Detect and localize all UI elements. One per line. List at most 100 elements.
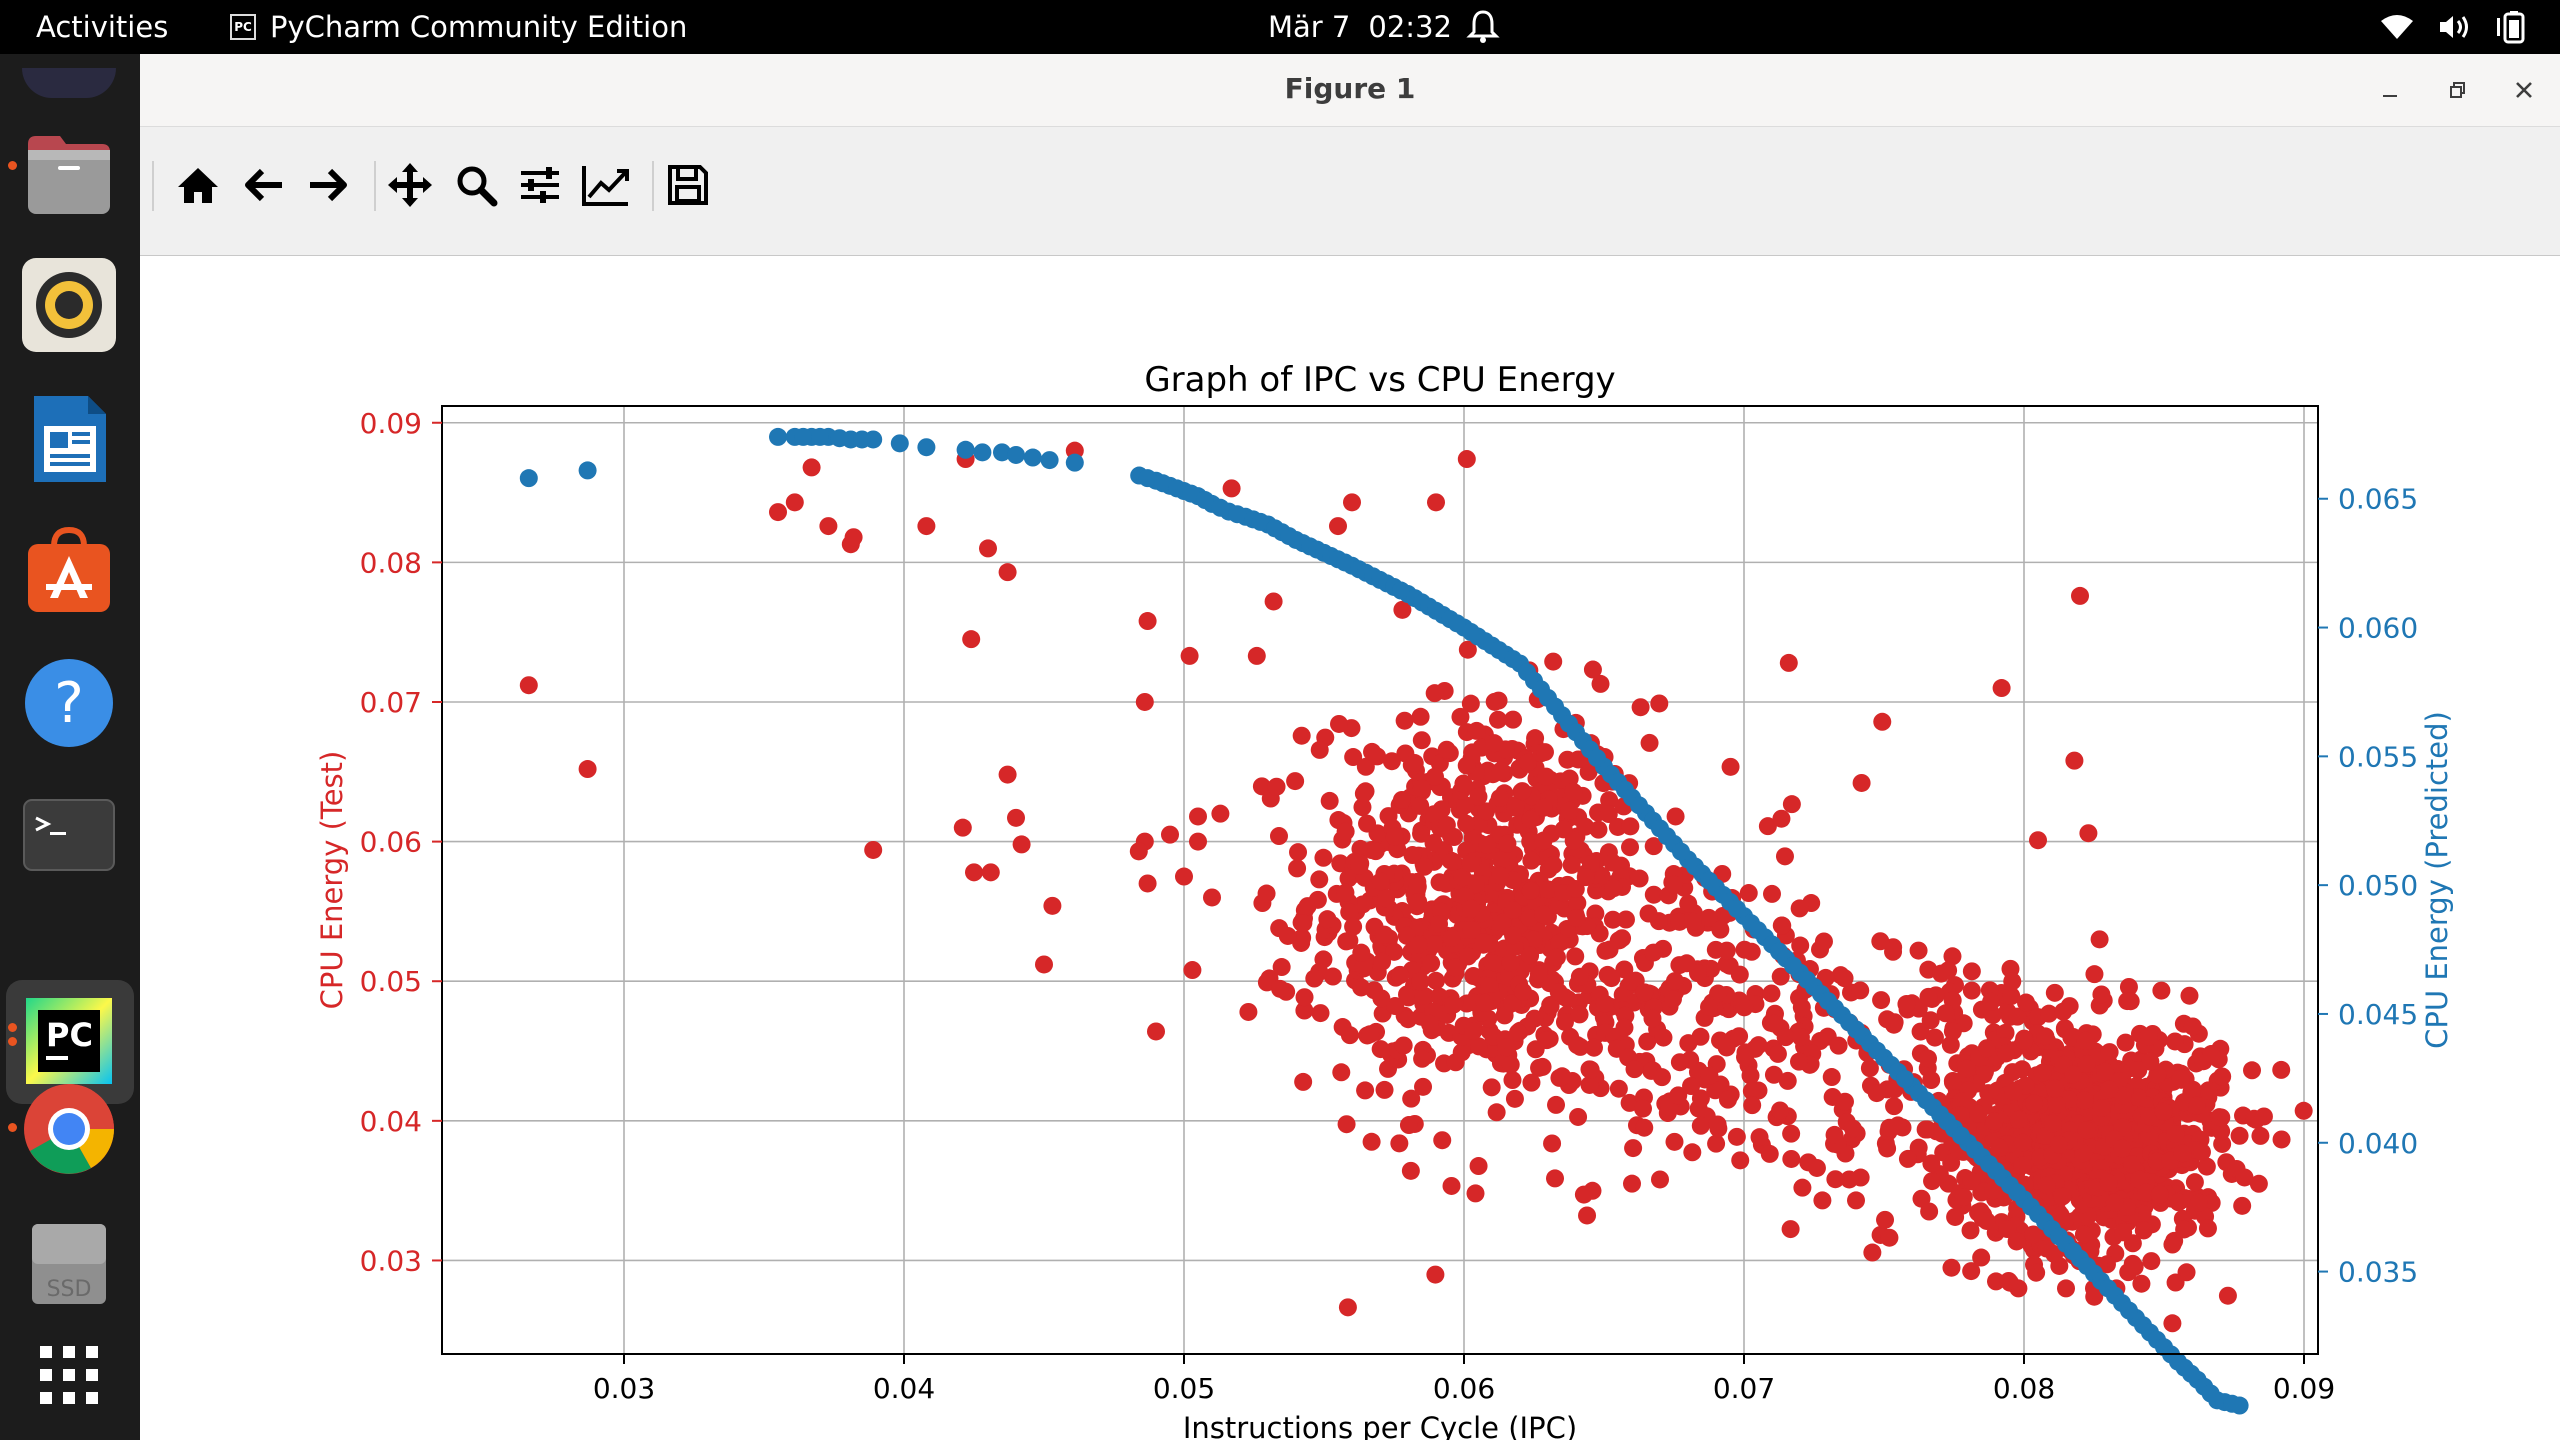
data-point-predicted xyxy=(769,427,787,446)
data-point-test xyxy=(1709,984,1728,1003)
save-button[interactable] xyxy=(660,157,716,213)
data-point-test xyxy=(1537,767,1556,786)
data-point-test xyxy=(1920,1202,1939,1221)
close-button[interactable] xyxy=(2506,72,2542,108)
data-point-test xyxy=(1670,912,1689,931)
data-point-test xyxy=(1555,1012,1574,1031)
data-point-test xyxy=(981,863,1000,882)
y-tick-label: 0.03 xyxy=(360,1244,422,1277)
data-point-test xyxy=(1683,912,1702,931)
data-point-predicted xyxy=(1392,581,1410,600)
data-point-test xyxy=(1569,1107,1588,1126)
data-point-test xyxy=(2079,824,2098,843)
dock-item-disk[interactable]: SSD xyxy=(22,1214,116,1308)
data-point-test xyxy=(1544,652,1563,671)
data-point-predicted xyxy=(1196,491,1214,510)
minimize-button[interactable] xyxy=(2372,72,2408,108)
data-point-test xyxy=(1371,1040,1390,1059)
data-point-test xyxy=(1564,831,1583,850)
data-point-test xyxy=(1453,868,1472,887)
data-point-test xyxy=(1633,1099,1652,1118)
data-point-test xyxy=(1553,1067,1572,1086)
dock-item-rhythmbox[interactable] xyxy=(22,258,116,352)
data-point-test xyxy=(1475,993,1494,1012)
pan-button[interactable] xyxy=(382,157,438,213)
bell-icon[interactable] xyxy=(1466,8,1500,44)
app-menu[interactable]: PC PyCharm Community Edition xyxy=(230,10,687,44)
data-point-test xyxy=(1654,1028,1673,1047)
data-point-test xyxy=(1779,653,1798,672)
back-button[interactable] xyxy=(236,157,292,213)
data-point-test xyxy=(1534,831,1553,850)
title-bar[interactable]: Figure 1 xyxy=(140,54,2560,127)
dock-item-files[interactable] xyxy=(22,126,116,220)
y-tick-label: 0.07 xyxy=(360,686,422,719)
show-apps-button[interactable] xyxy=(22,1330,116,1424)
data-point-test xyxy=(1730,965,1749,984)
system-status-area[interactable] xyxy=(2380,10,2532,44)
data-point-predicted xyxy=(1251,512,1270,531)
data-point-test xyxy=(1353,895,1372,914)
data-point-test xyxy=(1977,1039,1996,1058)
x-tick-label: 0.08 xyxy=(1993,1372,2055,1405)
dock-item-software[interactable] xyxy=(22,524,116,618)
zoom-button[interactable] xyxy=(448,157,504,213)
wifi-icon xyxy=(2380,13,2414,41)
data-point-test xyxy=(1247,646,1266,665)
data-point-test xyxy=(1596,941,1615,960)
data-point-test xyxy=(1984,1181,2003,1200)
folder-icon xyxy=(28,136,110,214)
data-point-test xyxy=(2047,1095,2066,1114)
data-point-test xyxy=(1843,1119,1862,1138)
data-point-test xyxy=(2100,1080,2119,1099)
data-point-test xyxy=(1437,816,1456,835)
data-point-test xyxy=(1413,1049,1432,1068)
data-point-predicted xyxy=(1168,479,1186,498)
data-point-test xyxy=(1491,761,1510,780)
data-point-test xyxy=(1847,1191,1865,1210)
data-point-test xyxy=(1640,733,1659,752)
data-point-test xyxy=(1425,805,1444,824)
data-point-test xyxy=(2053,1187,2072,1206)
data-point-test xyxy=(2114,1223,2133,1242)
data-point-test xyxy=(1624,1139,1643,1158)
dock-item-pycharm[interactable]: PC xyxy=(22,994,116,1088)
data-point-test xyxy=(1622,972,1641,991)
data-point-test xyxy=(1425,684,1444,703)
data-point-test xyxy=(1643,1009,1662,1028)
data-point-test xyxy=(1750,1128,1769,1147)
data-point-test xyxy=(1644,837,1663,856)
dock-item-help[interactable]: ? xyxy=(22,656,116,750)
data-point-test xyxy=(2013,1060,2032,1079)
edit-axis-button[interactable] xyxy=(578,157,634,213)
data-point-test xyxy=(2140,1107,2159,1126)
data-point-test xyxy=(1467,721,1486,740)
forward-button[interactable] xyxy=(300,157,356,213)
data-point-test xyxy=(1293,928,1312,947)
dock-item-writer[interactable] xyxy=(22,392,116,486)
configure-subplots-button[interactable] xyxy=(512,157,568,213)
data-point-test xyxy=(1665,972,1684,991)
chrome-icon xyxy=(24,1084,114,1174)
data-point-test xyxy=(1485,692,1504,711)
data-point-test xyxy=(1323,967,1342,986)
dock-item-terminal[interactable] xyxy=(22,788,116,882)
svg-text:SSD: SSD xyxy=(47,1277,92,1302)
dock-item-chrome[interactable] xyxy=(22,1082,116,1176)
clock[interactable]: Mär 7 02:32 xyxy=(1268,10,1452,44)
data-point-test xyxy=(1691,1089,1710,1108)
data-point-test xyxy=(2004,1083,2023,1102)
home-button[interactable] xyxy=(170,157,226,213)
data-point-test xyxy=(1405,754,1424,773)
sliders-icon xyxy=(521,167,559,203)
data-point-test xyxy=(1289,843,1308,862)
data-point-test xyxy=(2254,1107,2273,1126)
data-point-test xyxy=(1630,869,1649,888)
data-point-predicted xyxy=(1154,474,1172,493)
maximize-button[interactable] xyxy=(2440,72,2476,108)
data-point-test xyxy=(1411,796,1430,815)
data-point-predicted xyxy=(1784,956,1802,975)
data-point-test xyxy=(1543,1134,1562,1153)
data-point-test xyxy=(1992,679,2011,698)
activities-button[interactable]: Activities xyxy=(36,10,169,44)
